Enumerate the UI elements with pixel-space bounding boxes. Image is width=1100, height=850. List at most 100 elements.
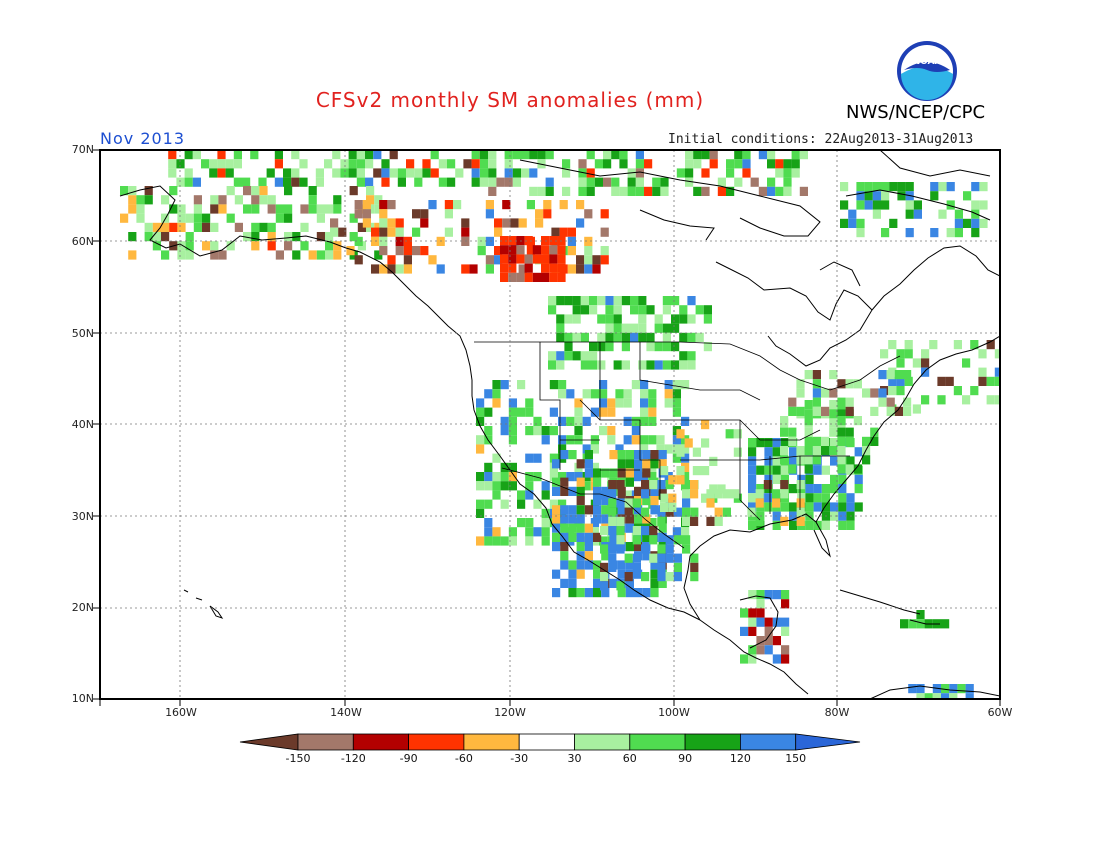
anomaly-cell bbox=[621, 296, 630, 306]
anomaly-cell bbox=[617, 569, 626, 579]
anomaly-cell bbox=[644, 186, 653, 196]
anomaly-cell bbox=[971, 209, 980, 219]
anomaly-cell bbox=[662, 342, 671, 352]
anomaly-cell bbox=[625, 578, 634, 588]
anomaly-cell bbox=[356, 159, 365, 169]
anomaly-cell bbox=[169, 222, 178, 232]
anomaly-cell bbox=[681, 444, 690, 454]
anomaly-cell bbox=[625, 523, 634, 533]
anomaly-cell bbox=[853, 416, 862, 426]
anomaly-cell bbox=[854, 447, 863, 457]
anomaly-cell bbox=[657, 516, 666, 526]
anomaly-cell bbox=[631, 426, 640, 436]
anomaly-cell bbox=[480, 150, 489, 160]
anomaly-cell bbox=[772, 654, 781, 664]
anomaly-cell bbox=[576, 514, 585, 524]
anomaly-cell bbox=[840, 218, 849, 228]
anomaly-cell bbox=[740, 654, 749, 664]
anomaly-cell bbox=[560, 486, 569, 496]
anomaly-cell bbox=[921, 358, 930, 368]
anomaly-cell bbox=[266, 168, 275, 178]
anomaly-cell bbox=[267, 195, 276, 205]
anomaly-cell bbox=[742, 168, 751, 178]
colorbar-label: 90 bbox=[678, 752, 693, 765]
anomaly-cell bbox=[609, 578, 618, 588]
anomaly-cell bbox=[210, 222, 219, 232]
anomaly-cell bbox=[687, 314, 696, 324]
anomaly-cell bbox=[218, 250, 227, 260]
anomaly-cell bbox=[714, 507, 723, 517]
anomaly-cell bbox=[484, 518, 493, 528]
anomaly-cell bbox=[888, 340, 897, 350]
anomaly-cell bbox=[870, 406, 879, 416]
anomaly-cell bbox=[517, 407, 526, 417]
anomaly-cell bbox=[756, 599, 765, 609]
anomaly-cell bbox=[830, 502, 839, 512]
anomaly-cell bbox=[676, 168, 685, 178]
anomaly-cell bbox=[673, 553, 682, 563]
anomaly-cell bbox=[648, 435, 657, 445]
anomaly-cell bbox=[657, 544, 666, 554]
anomaly-cell bbox=[690, 489, 699, 499]
anomaly-cell bbox=[144, 232, 153, 242]
anomaly-cell bbox=[658, 450, 667, 460]
anomaly-cell bbox=[568, 450, 577, 460]
anomaly-cell bbox=[621, 332, 630, 342]
anomaly-cell bbox=[192, 177, 201, 187]
anomaly-cell bbox=[733, 429, 742, 439]
anomaly-cell bbox=[374, 204, 383, 214]
anomaly-cell bbox=[631, 435, 640, 445]
colorbar-segment bbox=[740, 733, 797, 751]
anomaly-cell bbox=[210, 241, 219, 251]
anomaly-cell bbox=[781, 599, 790, 609]
anomaly-cell bbox=[634, 505, 643, 515]
anomaly-cell bbox=[954, 209, 963, 219]
anomaly-cell bbox=[644, 159, 653, 169]
anomaly-cell bbox=[734, 150, 743, 160]
anomaly-cell bbox=[889, 218, 898, 228]
anomaly-cell bbox=[556, 351, 565, 361]
anomaly-cell bbox=[556, 360, 565, 370]
anomaly-cell bbox=[533, 426, 542, 436]
anomaly-cell bbox=[941, 619, 950, 629]
anomaly-cell bbox=[664, 389, 673, 399]
anomaly-cell bbox=[701, 168, 710, 178]
lon-label: 160W bbox=[165, 706, 197, 719]
anomaly-cell bbox=[611, 177, 620, 187]
anomaly-cell bbox=[986, 376, 995, 386]
anomaly-cell bbox=[500, 245, 509, 255]
anomaly-cell bbox=[657, 480, 666, 490]
anomaly-cell bbox=[709, 159, 718, 169]
anomaly-cell bbox=[605, 314, 614, 324]
anomaly-cell bbox=[373, 150, 382, 160]
anomaly-cell bbox=[608, 553, 617, 563]
anomaly-cell bbox=[524, 236, 533, 246]
anomaly-cell bbox=[640, 416, 649, 426]
anomaly-cell bbox=[354, 209, 363, 219]
anomaly-cell bbox=[308, 250, 317, 260]
anomaly-cell bbox=[734, 159, 743, 169]
anomaly-cell bbox=[641, 544, 650, 554]
anomaly-cell bbox=[608, 489, 617, 499]
anomaly-cell bbox=[656, 444, 665, 454]
anomaly-cell bbox=[673, 572, 682, 582]
anomaly-cell bbox=[593, 486, 602, 496]
anomaly-cell bbox=[764, 626, 773, 636]
anomaly-cell bbox=[748, 493, 757, 503]
anomaly-cell bbox=[529, 150, 538, 160]
anomaly-cell bbox=[748, 465, 757, 475]
anomaly-cell bbox=[804, 436, 813, 446]
anomaly-cell bbox=[576, 218, 585, 228]
anomaly-cell bbox=[492, 453, 501, 463]
anomaly-cell bbox=[267, 222, 276, 232]
anomaly-cell bbox=[880, 349, 889, 359]
anomaly-cell bbox=[572, 351, 581, 361]
anomaly-cell bbox=[607, 435, 616, 445]
anomaly-cell bbox=[508, 236, 517, 246]
anomaly-cell bbox=[185, 232, 194, 242]
anomaly-cell bbox=[641, 480, 650, 490]
anomaly-cell bbox=[905, 209, 914, 219]
anomaly-cell bbox=[543, 200, 552, 210]
anomaly-cell bbox=[864, 182, 873, 192]
anomaly-cell bbox=[471, 159, 480, 169]
